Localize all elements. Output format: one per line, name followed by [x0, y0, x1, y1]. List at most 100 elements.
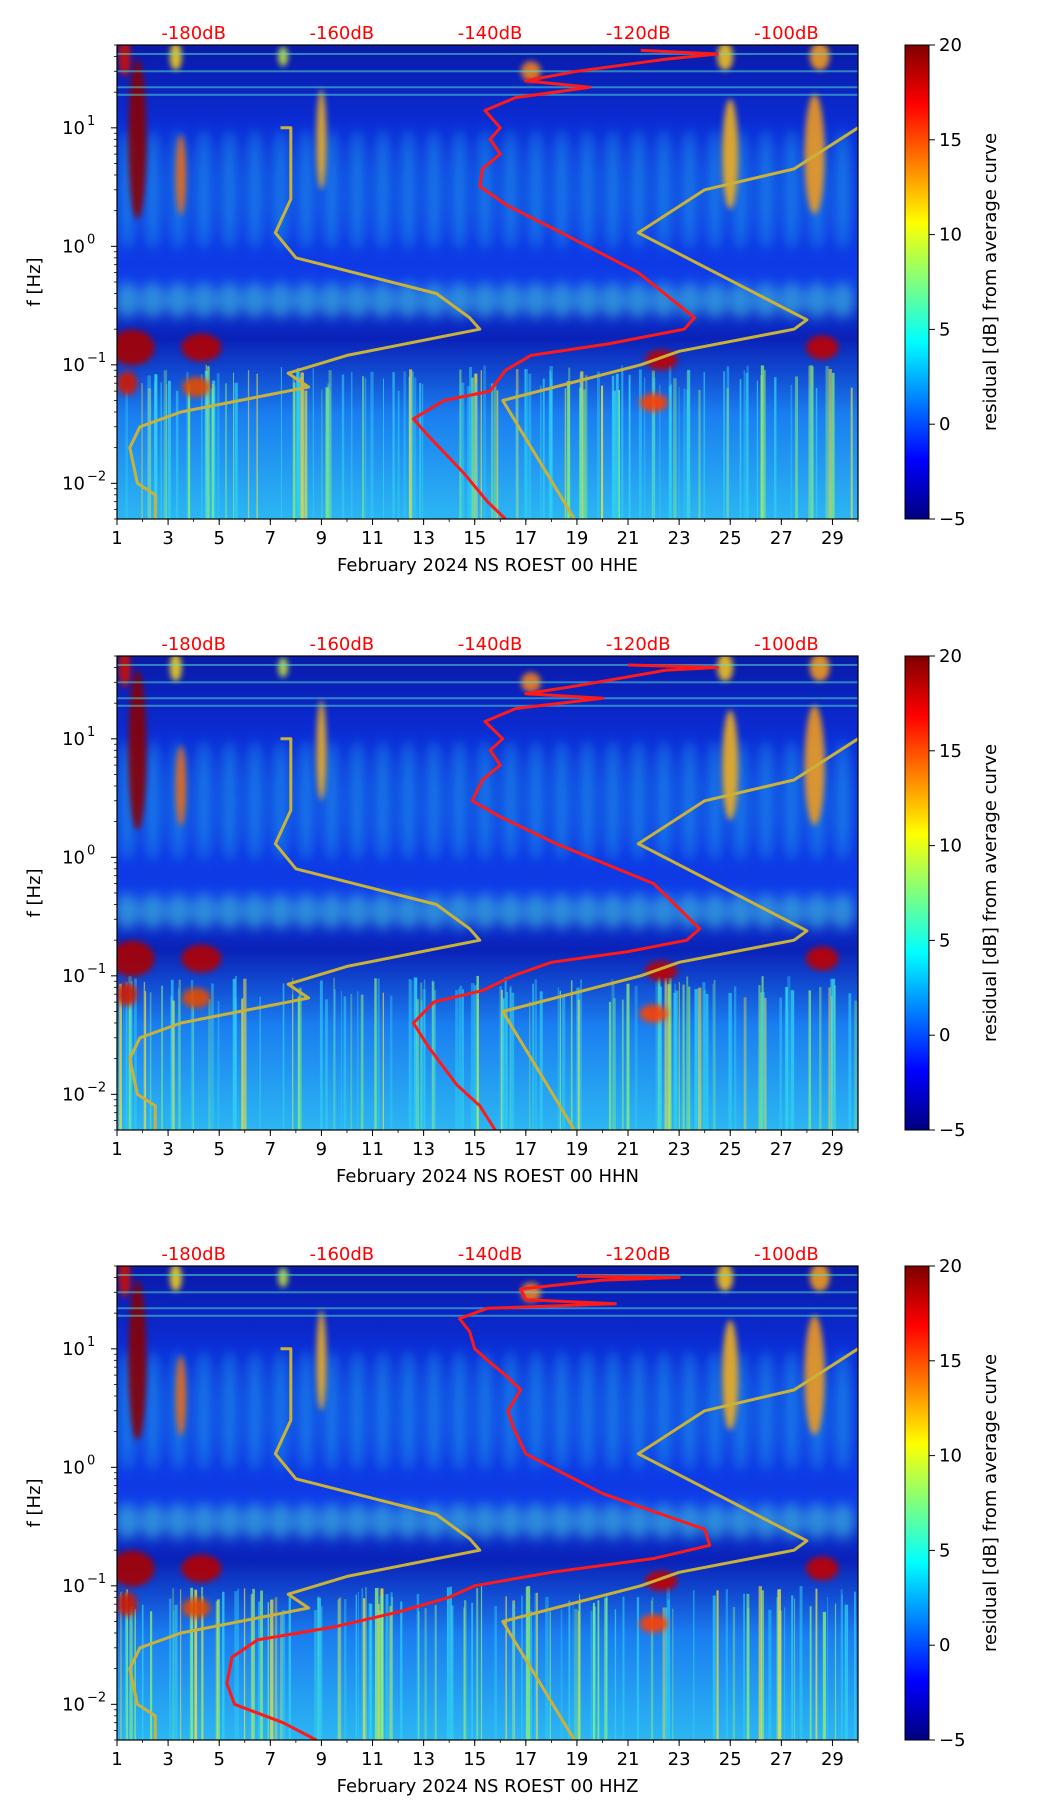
x-tick-label: 5 — [213, 1139, 224, 1160]
y-axis-label: f [Hz] — [24, 868, 45, 917]
heatmap-highfreq-bands — [117, 52, 858, 96]
heatmap-day-columns — [117, 1350, 855, 1540]
y-axis-label: f [Hz] — [24, 257, 45, 306]
colorbar-tick-label: 15 — [939, 130, 962, 151]
colorbar-tick-label: 5 — [939, 319, 950, 340]
x-tick-label: 11 — [361, 1139, 384, 1160]
x-tick-label: 1 — [111, 528, 122, 549]
top-db-label: -160dB — [310, 1244, 375, 1265]
x-tick-label: 25 — [719, 528, 742, 549]
x-tick-label: 19 — [565, 528, 588, 549]
colorbar-tick-label: 20 — [939, 35, 962, 56]
x-tick-label: 25 — [719, 1749, 742, 1770]
x-tick-label: 23 — [668, 528, 691, 549]
heatmap-hotspots — [117, 45, 839, 412]
y-tick-label: 10 — [62, 118, 85, 139]
olive-curve — [128, 126, 482, 519]
colorbar: −5 0 5 10 15 20 residual [dB] from average cur… — [904, 646, 1001, 1141]
x-tick-label: 17 — [514, 528, 537, 549]
y-tick-label: 10 — [62, 355, 85, 376]
colorbar-gradient — [904, 655, 930, 1131]
x-tick-label: 25 — [719, 1139, 742, 1160]
colorbar-tick-label: 0 — [939, 1025, 950, 1046]
y-tick-label: 10 — [62, 847, 85, 868]
heatmap-lowfreq-streaks — [125, 364, 853, 519]
x-tick-label: 3 — [162, 1139, 173, 1160]
colorbar-tick-label: 10 — [939, 1446, 962, 1467]
colorbar-tick-label: 10 — [939, 836, 962, 857]
y-tick-exponent: −1 — [87, 1572, 106, 1587]
x-tick-label: 23 — [668, 1139, 691, 1160]
colorbar: −5 0 5 10 15 20 residual [dB] from average cur… — [904, 35, 1001, 530]
top-db-label: -160dB — [310, 634, 375, 655]
x-axis-label: February 2024 NS ROEST 00 HHN — [336, 1166, 639, 1187]
x-tick-label: 5 — [213, 1749, 224, 1770]
y-tick-label: 10 — [62, 1694, 85, 1715]
colorbar-label: residual [dB] from average curve — [980, 744, 1001, 1042]
y-tick-exponent: −2 — [87, 1690, 106, 1705]
colorbar-tick-label: 20 — [939, 1256, 962, 1277]
y-tick-exponent: −2 — [87, 469, 106, 484]
colorbar-tick-label: 5 — [939, 1540, 950, 1561]
top-db-label: -140dB — [458, 23, 523, 44]
y-tick-exponent: 1 — [87, 1335, 95, 1350]
colorbar-tick-label: 5 — [939, 930, 950, 951]
heatmap-day-columns — [117, 129, 855, 319]
x-tick-label: 3 — [162, 528, 173, 549]
x-tick-label: 19 — [565, 1139, 588, 1160]
y-tick-exponent: −2 — [87, 1080, 106, 1095]
colorbar-tick-label: 15 — [939, 1351, 962, 1372]
olive-curve-right — [501, 1347, 858, 1740]
top-db-label: -120dB — [606, 634, 671, 655]
x-tick-label: 23 — [668, 1749, 691, 1770]
x-tick-label: 15 — [463, 528, 486, 549]
x-tick-label: 27 — [770, 1139, 793, 1160]
x-axis-label: February 2024 NS ROEST 00 HHZ — [337, 1776, 639, 1797]
y-tick-label: 10 — [62, 236, 85, 257]
x-tick-label: 7 — [265, 1749, 276, 1770]
heatmap-image — [117, 656, 858, 1130]
top-db-label: -100dB — [754, 23, 819, 44]
top-db-label: -180dB — [161, 23, 226, 44]
x-tick-label: 13 — [412, 1139, 435, 1160]
x-tick-label: 15 — [463, 1749, 486, 1770]
heatmap-image — [117, 1266, 858, 1740]
y-tick-label: 10 — [62, 473, 85, 494]
heatmap-day-columns — [117, 740, 855, 930]
red-curve — [411, 48, 719, 519]
top-db-label: -100dB — [754, 634, 819, 655]
x-tick-label: 5 — [213, 528, 224, 549]
colorbar-tick-label: 0 — [939, 1635, 950, 1656]
top-db-label: -160dB — [310, 23, 375, 44]
colorbar-tick-label: 20 — [939, 646, 962, 667]
x-tick-label: 13 — [412, 528, 435, 549]
olive-curve-right — [501, 126, 858, 519]
top-db-label: -180dB — [161, 634, 226, 655]
y-tick-label: 10 — [62, 966, 85, 987]
y-tick-label: 10 — [62, 729, 85, 750]
olive-curve-right — [501, 737, 858, 1130]
red-curve — [411, 663, 719, 1130]
x-tick-label: 27 — [770, 1749, 793, 1770]
top-db-label: -180dB — [161, 1244, 226, 1265]
top-db-label: -120dB — [606, 1244, 671, 1265]
top-db-label: -100dB — [754, 1244, 819, 1265]
x-tick-label: 17 — [514, 1139, 537, 1160]
heatmap-hotspots — [117, 656, 839, 1023]
colorbar-label: residual [dB] from average curve — [980, 1354, 1001, 1652]
x-tick-label: 29 — [821, 528, 844, 549]
heatmap-lowfreq-streaks — [119, 975, 858, 1130]
x-tick-label: 7 — [265, 528, 276, 549]
colorbar-gradient — [904, 1265, 930, 1741]
y-tick-label: 10 — [62, 1084, 85, 1105]
y-tick-label: 10 — [62, 1457, 85, 1478]
y-tick-exponent: 1 — [87, 114, 95, 129]
heatmap-highfreq-bands — [117, 663, 858, 707]
olive-curve — [128, 1347, 482, 1740]
heatmap-image — [117, 45, 858, 519]
x-tick-label: 21 — [617, 528, 640, 549]
x-tick-label: 19 — [565, 1749, 588, 1770]
top-db-label: -140dB — [458, 1244, 523, 1265]
